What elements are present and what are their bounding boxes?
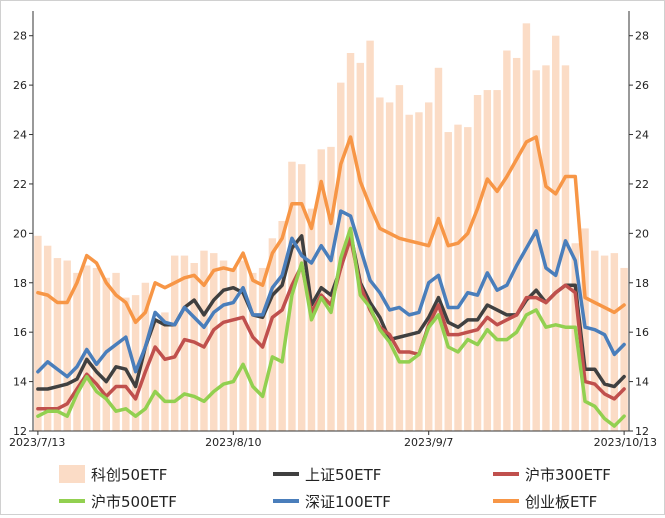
legend-item: 深证100ETF [273,493,391,511]
bar [610,253,619,431]
bar [112,272,120,431]
x-tick-label: 2023/8/10 [205,436,261,449]
bar [454,124,462,432]
y-tick-label-right: 26 [635,79,649,92]
y-tick-label-left: 12 [13,425,27,438]
bar [561,65,570,431]
x-tick-label: 2023/10/13 [594,436,657,449]
legend-item: 上证50ETF [273,466,381,484]
bar [268,238,277,431]
y-tick-label-left: 18 [13,277,27,290]
bar [249,272,257,431]
y-tick-label-right: 24 [635,129,649,142]
bar [503,50,511,431]
bar [542,65,550,431]
series-line [36,135,626,325]
y-tick-label-left: 24 [13,129,27,142]
y-tick-label-right: 18 [635,277,649,290]
bar [92,267,101,431]
axes-group: 12 12 14 14 16 16 18 18 20 20 22 22 24 24 26 26 28 28 2023… [9,11,657,449]
y-tick-label-left: 20 [13,227,27,240]
bar [581,228,589,431]
bar [424,102,433,431]
bar [258,267,267,431]
bar [483,90,492,431]
bar [63,260,71,431]
x-tick-label: 2023/7/13 [9,436,65,449]
bar [600,255,609,431]
bar [493,90,501,431]
series-line [36,209,626,379]
legend-label: 沪市500ETF [91,493,177,511]
y-tick-label-left: 22 [13,178,27,191]
bar [161,312,169,431]
bar [297,164,306,431]
y-tick-label-right: 16 [635,326,649,339]
bar [366,40,374,432]
bar [620,267,628,431]
bar [43,245,52,431]
bar [239,260,247,431]
bar [522,23,531,431]
bar [512,57,521,431]
y-tick-label-left: 14 [13,376,27,389]
y-tick-label-right: 20 [635,227,649,240]
bar [405,114,413,431]
bar [170,255,179,431]
x-tick-label: 2023/9/7 [404,436,453,449]
line-series-group [36,135,626,428]
legend-label: 科创50ETF [91,466,167,484]
bar [385,102,394,431]
bar [532,70,540,431]
bar [464,127,472,432]
bar [34,235,42,431]
bar [122,297,130,431]
bar [73,272,81,431]
y-tick-label-right: 28 [635,30,649,43]
y-tick-label-left: 16 [13,326,27,339]
legend-swatch [59,465,85,483]
legend-label: 深证100ETF [305,493,391,511]
legend-label: 创业板ETF [525,493,597,511]
legend: 科创50ETF 上证50ETF 沪市300ETF 沪市500ETF 深证100ETF 创业… [59,465,611,511]
bar [180,255,189,431]
bar [229,267,238,431]
bar [53,258,62,431]
bar [210,253,218,431]
legend-label: 上证50ETF [305,466,381,484]
bar [219,260,228,431]
legend-item: 创业板ETF [493,493,597,511]
y-tick-label-left: 28 [13,30,27,43]
bar [473,95,482,431]
bar [200,250,208,431]
legend-item: 科创50ETF [59,465,167,484]
y-tick-label-right: 14 [635,376,649,389]
bar [552,35,560,432]
legend-item: 沪市300ETF [493,466,611,484]
y-tick-label-right: 12 [635,425,649,438]
series-line [36,226,626,428]
bar [395,85,404,432]
y-tick-label-left: 26 [13,79,27,92]
legend-item: 沪市500ETF [59,493,177,511]
bar [141,282,150,431]
bar [151,319,159,431]
legend-label: 沪市300ETF [525,466,611,484]
bar [591,250,599,431]
bar [278,221,286,431]
bar [415,112,423,431]
y-tick-label-right: 22 [635,178,649,191]
bar [190,263,198,431]
bar [131,295,140,431]
bar [444,132,452,431]
bar [434,67,443,431]
bar [327,146,335,431]
bar [376,97,384,431]
